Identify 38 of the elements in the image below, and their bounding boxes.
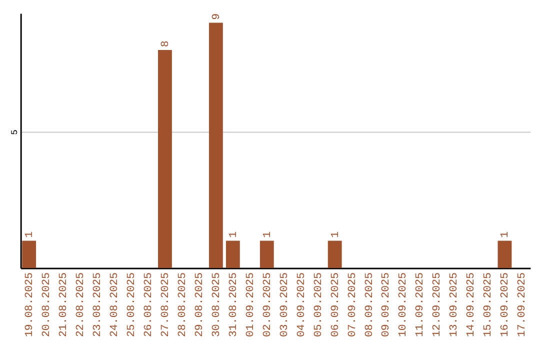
x-tick-label: 27.08.2025: [160, 272, 172, 338]
x-tick-label: 17.09.2025: [516, 272, 529, 338]
x-tick-label: 19.08.2025: [24, 272, 36, 338]
x-tick-label: 31.08.2025: [228, 272, 240, 338]
x-tick-label: 13.09.2025: [448, 272, 461, 338]
x-tick-label: 29.08.2025: [194, 272, 206, 338]
data-label: 1: [262, 231, 274, 238]
x-tick-label: 12.09.2025: [432, 272, 444, 338]
x-tick-label: 08.09.2025: [364, 272, 376, 338]
data-label: 1: [330, 231, 342, 238]
x-tick-label: 26.08.2025: [142, 272, 155, 338]
x-tick-label: 10.09.2025: [398, 272, 410, 338]
y-tick-label: 5: [10, 130, 20, 135]
x-tick-label: 06.09.2025: [330, 272, 342, 338]
x-tick-label: 15.09.2025: [482, 272, 495, 338]
x-tick-label: 03.09.2025: [278, 272, 291, 338]
x-tick-label: 24.08.2025: [108, 272, 121, 338]
x-tick-label: 14.09.2025: [466, 272, 478, 338]
x-tick-label: 28.08.2025: [176, 272, 189, 338]
x-tick-label: 20.08.2025: [41, 272, 53, 338]
x-tick-label: 04.09.2025: [296, 272, 308, 338]
x-tick-label: 02.09.2025: [262, 272, 274, 338]
x-tick-label: 07.09.2025: [346, 272, 359, 338]
x-tick-label: 23.08.2025: [92, 272, 104, 338]
x-tick-label: 21.08.2025: [58, 272, 70, 338]
x-tick-label: 01.09.2025: [244, 272, 257, 338]
x-tick-label: 30.08.2025: [210, 272, 223, 338]
data-label: 9: [210, 13, 223, 20]
data-label: 1: [24, 231, 36, 238]
data-label: 1: [500, 231, 512, 238]
x-tick-label: 22.08.2025: [74, 272, 87, 338]
x-tick-label: 25.08.2025: [126, 272, 138, 338]
data-label: 1: [228, 231, 240, 238]
x-tick-label: 11.09.2025: [414, 272, 427, 338]
x-tick-label: 05.09.2025: [312, 272, 325, 338]
x-tick-label: 16.09.2025: [500, 272, 512, 338]
data-label: 8: [160, 40, 172, 48]
x-tick-label: 09.09.2025: [380, 272, 393, 338]
